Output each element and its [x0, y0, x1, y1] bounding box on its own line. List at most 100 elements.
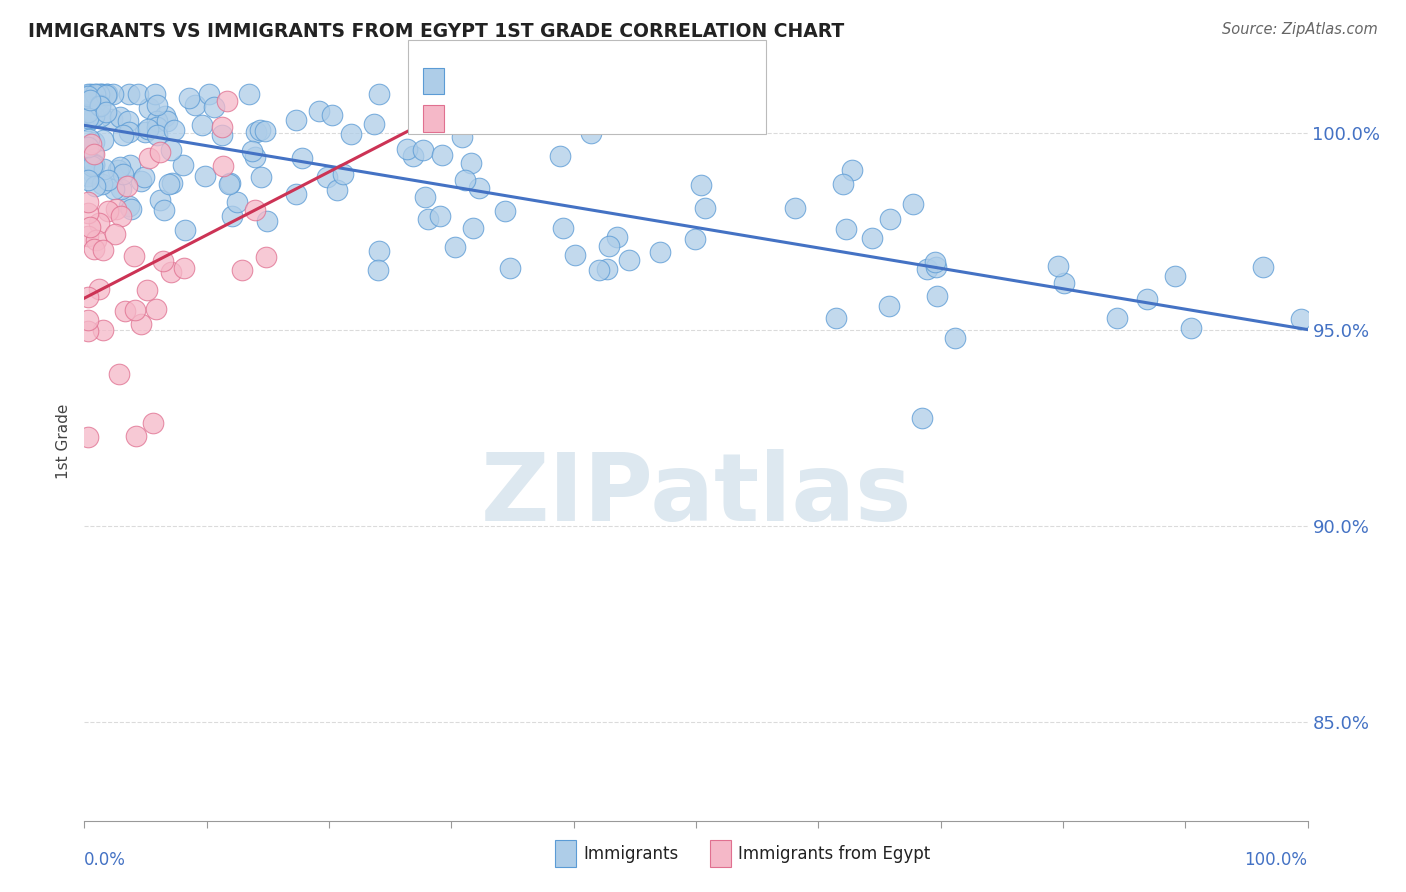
- Point: [145, 302, 167, 317]
- Text: IMMIGRANTS VS IMMIGRANTS FROM EGYPT 1ST GRADE CORRELATION CHART: IMMIGRANTS VS IMMIGRANTS FROM EGYPT 1ST …: [28, 22, 845, 41]
- Point: [194, 169, 217, 183]
- Point: [467, 181, 489, 195]
- Point: [77, 103, 100, 117]
- Point: [321, 108, 343, 122]
- Point: [291, 151, 314, 165]
- Point: [93, 161, 115, 176]
- Point: [901, 197, 924, 211]
- Point: [160, 176, 183, 190]
- Point: [332, 167, 354, 181]
- Point: [142, 416, 165, 430]
- Point: [118, 199, 141, 213]
- Point: [77, 89, 100, 103]
- Point: [211, 120, 233, 135]
- Point: [924, 255, 946, 269]
- Point: [368, 244, 391, 258]
- Text: R =: R =: [453, 72, 491, 90]
- Point: [143, 87, 166, 101]
- Point: [127, 87, 149, 101]
- Point: [835, 221, 858, 235]
- Point: [110, 182, 132, 196]
- Point: [77, 313, 100, 327]
- Point: [413, 190, 436, 204]
- Point: [89, 282, 111, 296]
- Point: [97, 204, 120, 219]
- Point: [84, 87, 107, 101]
- Point: [683, 232, 706, 246]
- Point: [79, 88, 101, 103]
- Point: [108, 367, 131, 381]
- Point: [145, 120, 167, 135]
- Point: [605, 230, 627, 244]
- Point: [1046, 259, 1069, 273]
- Point: [146, 98, 169, 112]
- Point: [430, 148, 453, 162]
- Point: [598, 239, 620, 253]
- Point: [79, 219, 101, 234]
- Text: N =: N =: [548, 72, 588, 90]
- Point: [368, 87, 391, 101]
- Point: [117, 113, 139, 128]
- Point: [131, 317, 153, 331]
- Point: [111, 128, 134, 142]
- Point: [77, 290, 100, 304]
- Text: Immigrants from Egypt: Immigrants from Egypt: [738, 845, 931, 863]
- Point: [1105, 311, 1128, 326]
- Point: [77, 430, 100, 444]
- Point: [82, 166, 104, 180]
- Point: [84, 95, 107, 110]
- Point: [136, 121, 159, 136]
- Text: 100.0%: 100.0%: [1244, 851, 1308, 869]
- Point: [191, 119, 214, 133]
- Point: [429, 209, 451, 223]
- Point: [588, 263, 610, 277]
- Point: [179, 91, 201, 105]
- Point: [218, 176, 240, 190]
- Point: [564, 248, 586, 262]
- Point: [245, 151, 267, 165]
- Point: [285, 187, 308, 202]
- Point: [80, 137, 103, 152]
- Point: [160, 265, 183, 279]
- Point: [146, 114, 169, 128]
- Point: [155, 110, 177, 124]
- Point: [87, 87, 110, 101]
- Point: [83, 242, 105, 256]
- Point: [96, 87, 118, 101]
- Point: [245, 125, 267, 139]
- Point: [89, 216, 111, 230]
- Point: [83, 158, 105, 172]
- Point: [91, 178, 114, 192]
- Point: [695, 201, 717, 215]
- Point: [89, 98, 111, 112]
- Point: [619, 252, 641, 267]
- Point: [77, 87, 100, 101]
- Point: [1289, 312, 1312, 326]
- Point: [82, 146, 104, 161]
- Point: [101, 112, 124, 127]
- Point: [149, 193, 172, 207]
- Point: [91, 133, 114, 147]
- Point: [129, 174, 152, 188]
- Point: [103, 181, 125, 195]
- Point: [120, 202, 142, 216]
- Point: [115, 178, 138, 193]
- Point: [89, 98, 111, 112]
- Point: [198, 87, 221, 101]
- Point: [90, 87, 112, 101]
- Point: [101, 87, 124, 101]
- Point: [825, 311, 848, 326]
- Point: [77, 173, 100, 187]
- Point: [80, 87, 103, 101]
- Point: [862, 231, 884, 245]
- Point: [1053, 276, 1076, 290]
- Point: [138, 102, 160, 116]
- Point: [77, 114, 100, 128]
- Point: [340, 127, 363, 141]
- Point: [172, 158, 194, 172]
- Point: [418, 212, 440, 227]
- Point: [110, 209, 132, 223]
- Point: [77, 169, 100, 183]
- Text: 160: 160: [582, 72, 616, 90]
- Point: [454, 173, 477, 187]
